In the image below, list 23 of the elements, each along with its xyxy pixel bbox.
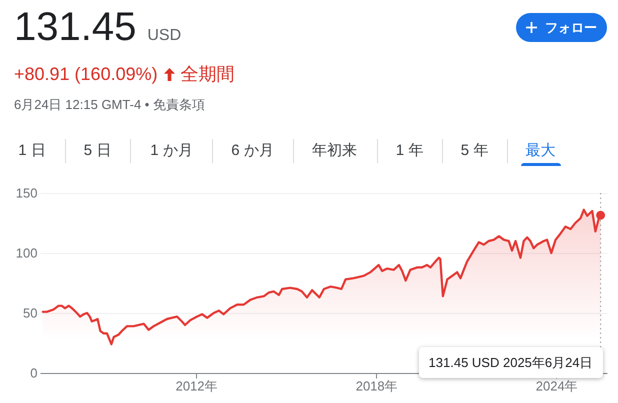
text: 1 か月 [150, 141, 193, 161]
chart-title: 131.45 [14, 4, 136, 51]
button: フォロー [516, 13, 607, 42]
tooltip: 131.45 USD 2025年6月24日 [418, 347, 603, 378]
y-tick-label: 0 [30, 366, 38, 380]
text: 年初来 [312, 141, 357, 161]
text: +80.91 (160.09%) [14, 63, 158, 85]
text: 5 日 [84, 141, 112, 161]
y-tick-label: 100 [16, 246, 38, 260]
x-tick-label: 2018年 [356, 378, 398, 394]
text: 最大 [526, 141, 556, 161]
text: 全期間 [180, 63, 235, 85]
x-tick-label: 2012年 [176, 378, 218, 394]
ref-line-label: 131.45 USD 2025年6月24日 [428, 355, 593, 370]
text: 1 日 [18, 141, 46, 161]
text: 6月24日 12:15 GMT-4 • 免責条項 [14, 96, 205, 114]
x-tick-label: 2024年 [536, 378, 578, 394]
y-tick-label: 150 [16, 186, 38, 200]
text: 1 年 [396, 141, 424, 161]
text: 5 年 [460, 141, 488, 161]
chart-subtitle: USD [147, 27, 182, 45]
y-tick-label: 50 [23, 306, 38, 320]
text: 6 か月 [231, 141, 274, 161]
